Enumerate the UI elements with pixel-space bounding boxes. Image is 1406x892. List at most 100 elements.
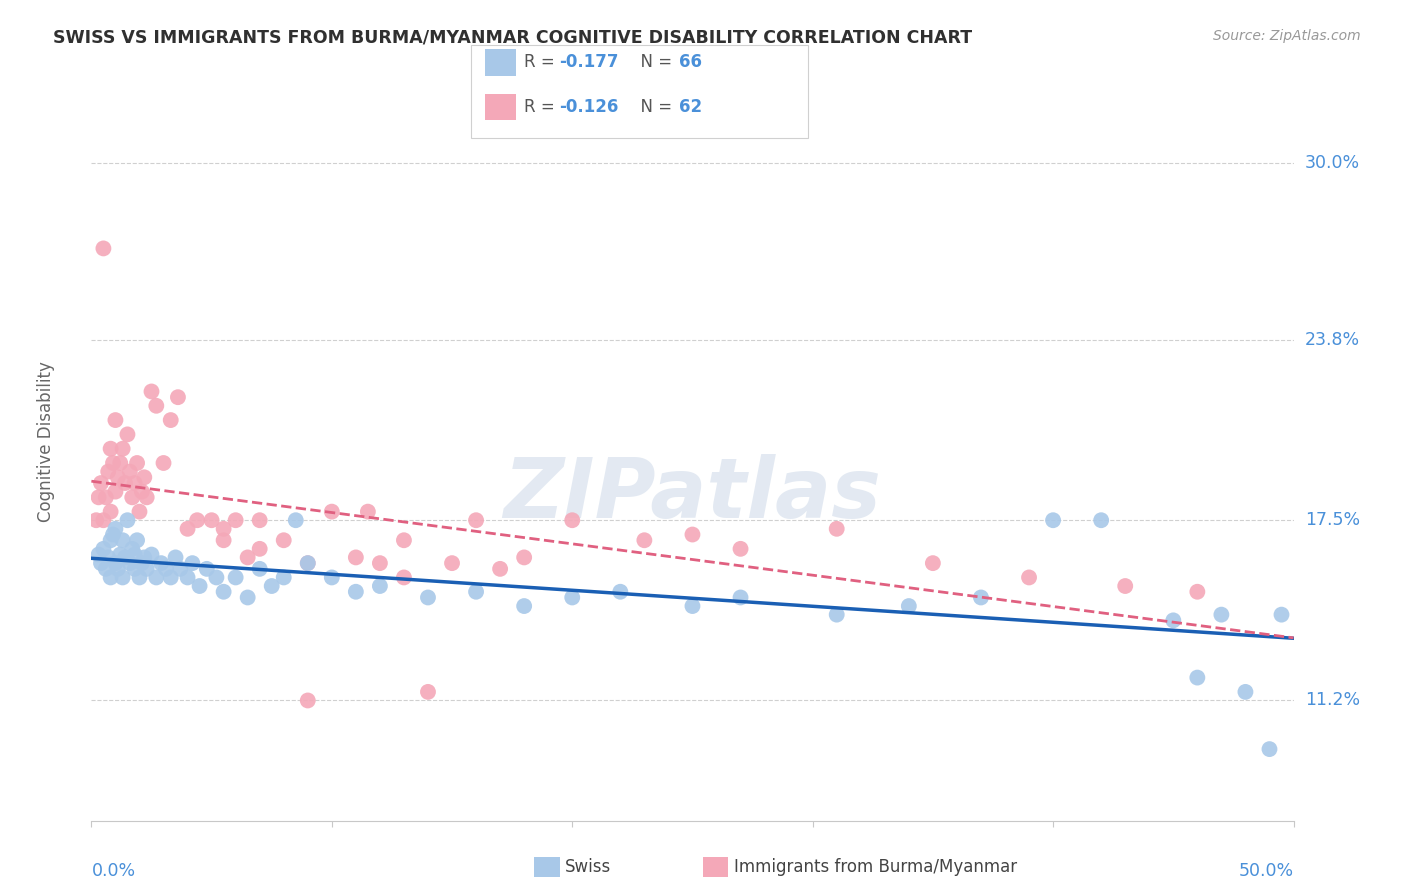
Point [201,513,224,527]
Text: -0.126: -0.126 [560,98,619,116]
Point [212,533,235,548]
Text: -0.177: -0.177 [560,54,619,71]
Point [273,533,295,548]
Point [104,413,127,427]
Point [94,491,117,505]
Point [205,570,228,584]
Text: Cognitive Disability: Cognitive Disability [37,361,55,522]
Point [97,550,120,565]
Text: R =: R = [524,54,561,71]
Point [114,476,136,491]
Point [249,562,271,576]
Point [87,548,110,562]
Point [90,556,112,570]
Point [897,599,920,613]
Point [110,456,132,470]
Point [357,505,380,519]
Point [125,456,148,470]
Point [1270,607,1292,622]
Point [117,427,139,442]
Point [169,562,191,576]
Point [145,399,167,413]
Point [104,522,127,536]
Point [513,599,536,613]
Text: Source: ZipAtlas.com: Source: ZipAtlas.com [1213,29,1361,43]
Point [465,513,488,527]
Point [124,562,146,576]
Point [101,456,124,470]
Point [225,513,247,527]
Point [1161,613,1184,627]
Point [118,556,141,570]
Text: 17.5%: 17.5% [1305,511,1360,529]
Point [114,550,136,565]
Point [273,570,295,584]
Point [101,527,124,541]
Point [110,548,132,562]
Point [104,556,127,570]
Point [155,562,177,576]
Text: 66: 66 [679,54,702,71]
Point [134,550,156,565]
Point [212,522,235,536]
Point [970,591,993,605]
Point [100,570,122,584]
Point [93,241,115,255]
Point [121,491,143,505]
Point [225,570,247,584]
Point [94,562,117,576]
Point [1187,584,1209,599]
Point [1258,742,1281,756]
Point [489,562,512,576]
Point [297,693,319,707]
Point [107,562,129,576]
Point [176,522,198,536]
Text: ZIPatlas: ZIPatlas [503,454,882,535]
Point [159,570,181,584]
Point [121,541,143,556]
Point [321,570,343,584]
Point [825,607,848,622]
Text: Immigrants from Burma/Myanmar: Immigrants from Burma/Myanmar [734,858,1017,876]
Point [181,556,204,570]
Point [152,456,174,470]
Point [284,513,307,527]
Point [93,541,115,556]
Point [609,584,631,599]
Point [167,390,190,404]
Point [1114,579,1136,593]
Point [260,579,283,593]
Point [128,505,150,519]
Point [297,556,319,570]
Point [195,562,218,576]
Point [1090,513,1112,527]
Point [159,413,181,427]
Point [100,505,122,519]
Point [681,599,703,613]
Text: N =: N = [630,98,678,116]
Text: 30.0%: 30.0% [1305,153,1360,171]
Point [134,470,156,484]
Point [104,484,127,499]
Point [124,476,146,491]
Point [188,579,211,593]
Point [297,556,319,570]
Point [1211,607,1233,622]
Point [561,513,583,527]
Point [100,442,122,456]
Point [236,591,259,605]
Point [321,505,343,519]
Point [111,570,134,584]
Point [730,591,752,605]
Text: N =: N = [630,54,678,71]
Point [141,384,163,399]
Point [513,550,536,565]
Point [141,548,163,562]
Point [392,533,415,548]
Point [131,484,153,499]
Point [97,465,120,479]
Point [368,579,391,593]
Point [176,570,198,584]
Text: Swiss: Swiss [565,858,612,876]
Point [249,513,271,527]
